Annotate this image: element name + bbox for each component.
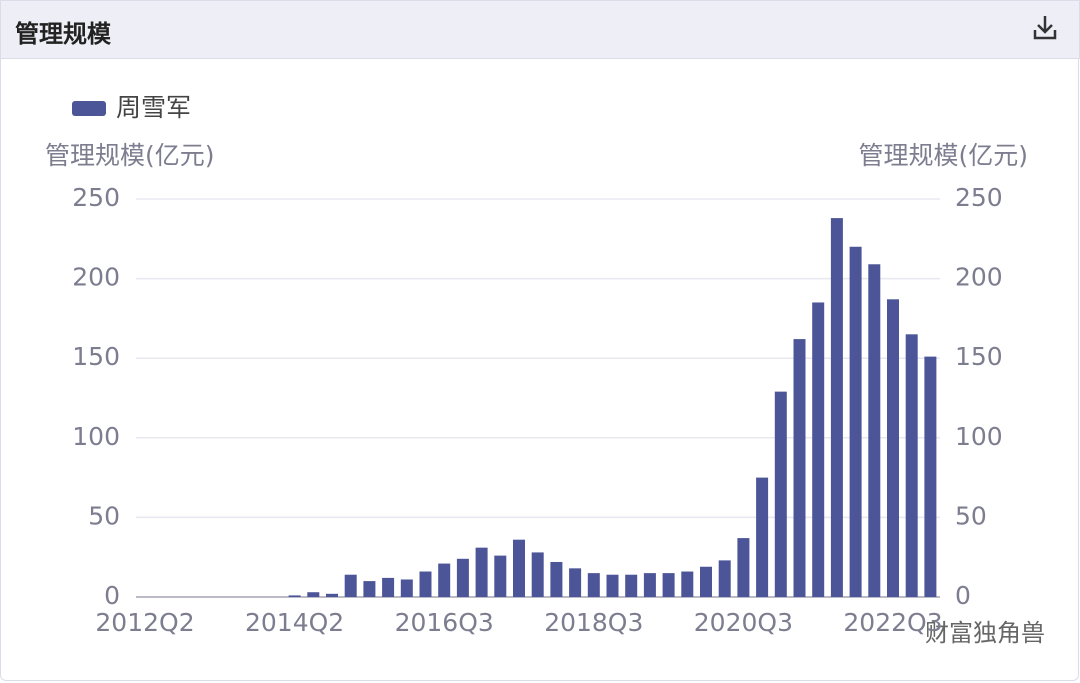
bar — [326, 593, 338, 597]
y-tick-label: 100 — [72, 422, 120, 451]
bar — [475, 547, 488, 597]
y2-tick-label: 250 — [955, 183, 1003, 212]
bar — [830, 218, 843, 597]
bar — [494, 555, 507, 597]
bar — [513, 539, 525, 597]
x-tick-label: 2012Q2 — [95, 608, 194, 637]
legend-label: 周雪军 — [116, 93, 191, 122]
bar — [812, 302, 825, 597]
bar — [382, 577, 395, 597]
bar — [643, 573, 656, 597]
bar — [419, 571, 432, 597]
x-tick-label: 2020Q3 — [694, 608, 793, 637]
bar — [924, 356, 937, 597]
bar — [905, 334, 918, 597]
bar — [774, 391, 787, 597]
y2-tick-label: 0 — [955, 581, 971, 610]
bar — [681, 571, 694, 597]
y2-tick-label: 50 — [955, 501, 987, 530]
x-tick-label: 2022Q3 — [843, 608, 942, 637]
bar — [887, 299, 899, 597]
bar — [363, 581, 376, 597]
header-title: 管理规模 — [15, 20, 111, 48]
bar — [756, 477, 769, 597]
bar — [456, 558, 469, 597]
x-tick-label: 2016Q3 — [395, 608, 494, 637]
panel — [0, 58, 1079, 681]
bar — [438, 563, 451, 597]
legend-swatch — [72, 101, 106, 116]
bar — [587, 573, 600, 597]
y-tick-label: 200 — [72, 263, 120, 292]
y2-axis-title: 管理规模(亿元) — [858, 141, 1028, 170]
y2-tick-label: 100 — [955, 422, 1003, 451]
y2-tick-label: 200 — [955, 263, 1003, 292]
bar — [569, 568, 582, 597]
y2-tick-label: 150 — [955, 342, 1003, 371]
bar — [307, 592, 320, 597]
bar — [849, 246, 862, 597]
bar — [625, 574, 638, 597]
bar — [718, 560, 731, 597]
y-axis-title: 管理规模(亿元) — [45, 141, 215, 170]
bar — [662, 573, 675, 597]
bar — [400, 579, 413, 597]
bar — [344, 574, 357, 597]
header: 管理规模 — [0, 0, 1080, 59]
y-tick-label: 250 — [72, 183, 120, 212]
bar — [737, 538, 750, 597]
y-tick-label: 50 — [88, 501, 120, 530]
x-tick-label: 2014Q2 — [245, 608, 344, 637]
bar — [868, 264, 881, 597]
bar — [606, 574, 619, 597]
bar — [793, 339, 806, 597]
bar — [700, 566, 712, 597]
y-tick-label: 150 — [72, 342, 120, 371]
bar — [550, 561, 563, 597]
watermark: 财富独角兽 — [925, 619, 1045, 647]
x-tick-label: 2018Q3 — [544, 608, 643, 637]
bar — [288, 595, 301, 597]
bar — [531, 552, 544, 597]
y-tick-label: 0 — [104, 581, 120, 610]
download-icon[interactable] — [1033, 16, 1057, 40]
